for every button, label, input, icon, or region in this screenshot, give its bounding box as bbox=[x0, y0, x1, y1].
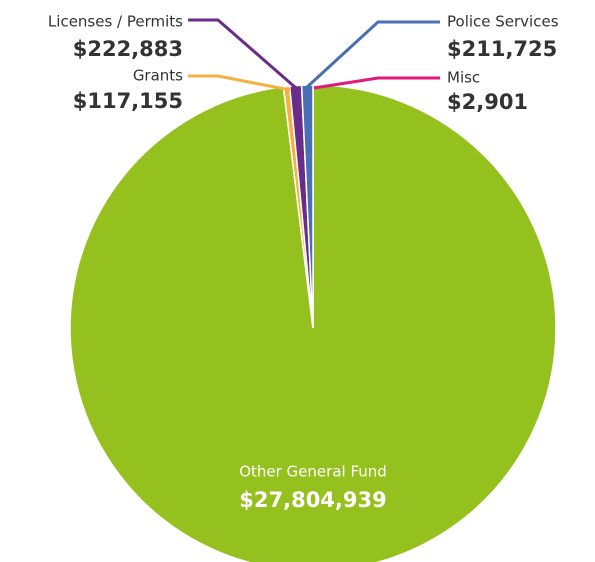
slice-label: Other General Fund bbox=[239, 463, 387, 481]
slice-value: $222,883 bbox=[73, 37, 183, 61]
slice-value: $117,155 bbox=[73, 89, 183, 113]
pie-slice bbox=[69, 84, 557, 562]
leader-line bbox=[304, 20, 440, 90]
slice-label: Misc bbox=[447, 69, 480, 87]
leader-line bbox=[188, 18, 297, 90]
slice-label: Licenses / Permits bbox=[48, 13, 183, 31]
leader-line bbox=[313, 76, 440, 90]
slice-value: $211,725 bbox=[447, 37, 557, 61]
slice-value: $27,804,939 bbox=[239, 488, 386, 512]
slice-value: $2,901 bbox=[447, 90, 528, 114]
slice-label: Grants bbox=[133, 67, 183, 85]
leader-line bbox=[188, 74, 291, 92]
slice-label: Police Services bbox=[447, 13, 559, 31]
